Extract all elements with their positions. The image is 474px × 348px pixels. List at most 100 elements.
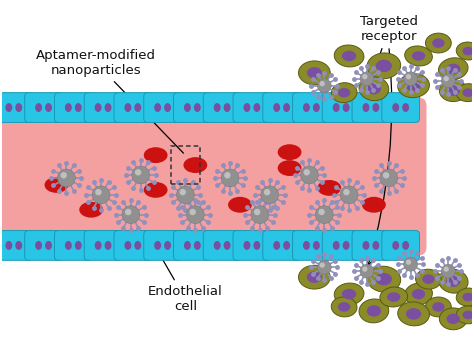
Ellipse shape: [124, 241, 131, 250]
Ellipse shape: [134, 241, 141, 250]
Circle shape: [176, 186, 194, 204]
Ellipse shape: [254, 103, 260, 112]
Circle shape: [264, 190, 270, 195]
Circle shape: [301, 166, 319, 184]
Circle shape: [136, 170, 141, 175]
FancyBboxPatch shape: [203, 93, 241, 122]
Ellipse shape: [273, 241, 280, 250]
FancyBboxPatch shape: [233, 93, 271, 122]
Circle shape: [318, 79, 331, 93]
Text: Targeted
receptor: Targeted receptor: [360, 15, 418, 82]
Ellipse shape: [299, 265, 330, 289]
Ellipse shape: [387, 292, 401, 302]
Ellipse shape: [463, 293, 474, 301]
Ellipse shape: [402, 103, 409, 112]
Circle shape: [340, 186, 358, 204]
Ellipse shape: [307, 67, 322, 79]
Ellipse shape: [447, 85, 460, 96]
Ellipse shape: [164, 241, 171, 250]
Circle shape: [407, 75, 410, 79]
FancyBboxPatch shape: [0, 98, 427, 255]
Ellipse shape: [406, 80, 421, 92]
FancyBboxPatch shape: [382, 230, 419, 260]
Ellipse shape: [426, 297, 451, 317]
Ellipse shape: [392, 241, 399, 250]
Ellipse shape: [380, 287, 408, 307]
Ellipse shape: [105, 241, 111, 250]
Ellipse shape: [363, 241, 369, 250]
FancyBboxPatch shape: [173, 230, 211, 260]
FancyBboxPatch shape: [352, 230, 390, 260]
Ellipse shape: [303, 103, 310, 112]
Ellipse shape: [398, 302, 429, 326]
FancyBboxPatch shape: [55, 230, 92, 260]
Ellipse shape: [194, 241, 201, 250]
FancyBboxPatch shape: [352, 93, 390, 122]
Circle shape: [383, 173, 389, 178]
Ellipse shape: [154, 103, 161, 112]
Ellipse shape: [422, 274, 435, 284]
Ellipse shape: [367, 305, 381, 317]
Ellipse shape: [456, 42, 474, 60]
Ellipse shape: [416, 269, 441, 289]
Ellipse shape: [426, 33, 451, 53]
Ellipse shape: [184, 241, 191, 250]
Circle shape: [126, 209, 131, 214]
Circle shape: [255, 209, 260, 214]
Ellipse shape: [456, 84, 474, 102]
Ellipse shape: [343, 241, 350, 250]
Ellipse shape: [438, 58, 468, 80]
Ellipse shape: [463, 47, 474, 55]
Circle shape: [186, 206, 204, 224]
Ellipse shape: [373, 103, 379, 112]
Circle shape: [190, 209, 195, 214]
FancyBboxPatch shape: [144, 230, 182, 260]
FancyBboxPatch shape: [114, 230, 152, 260]
Circle shape: [261, 186, 279, 204]
Ellipse shape: [5, 241, 12, 250]
Ellipse shape: [438, 269, 468, 293]
Ellipse shape: [194, 103, 201, 112]
FancyBboxPatch shape: [55, 93, 92, 122]
FancyBboxPatch shape: [203, 230, 241, 260]
Ellipse shape: [244, 103, 250, 112]
Ellipse shape: [446, 275, 460, 287]
Ellipse shape: [124, 103, 131, 112]
Text: Aptamer-modified
nanoparticles: Aptamer-modified nanoparticles: [36, 49, 183, 153]
Ellipse shape: [224, 241, 230, 250]
Ellipse shape: [65, 103, 72, 112]
Circle shape: [444, 267, 448, 271]
Ellipse shape: [405, 283, 432, 305]
Ellipse shape: [456, 288, 474, 306]
Circle shape: [180, 190, 185, 195]
Ellipse shape: [432, 302, 445, 312]
Circle shape: [57, 169, 75, 187]
Ellipse shape: [373, 241, 379, 250]
Ellipse shape: [134, 103, 141, 112]
Ellipse shape: [432, 38, 445, 48]
FancyBboxPatch shape: [263, 230, 301, 260]
Circle shape: [304, 170, 309, 175]
Ellipse shape: [183, 157, 207, 173]
Ellipse shape: [214, 241, 220, 250]
Ellipse shape: [331, 297, 357, 317]
Ellipse shape: [303, 241, 310, 250]
Ellipse shape: [406, 308, 421, 319]
Ellipse shape: [367, 266, 401, 292]
Circle shape: [315, 206, 333, 224]
Ellipse shape: [75, 103, 82, 112]
FancyBboxPatch shape: [84, 230, 122, 260]
Ellipse shape: [299, 61, 330, 85]
Ellipse shape: [273, 103, 280, 112]
Ellipse shape: [333, 241, 340, 250]
Ellipse shape: [363, 103, 369, 112]
Ellipse shape: [144, 147, 167, 163]
Bar: [171, 146, 201, 184]
FancyBboxPatch shape: [144, 93, 182, 122]
Ellipse shape: [144, 182, 167, 198]
Text: Endothelial
cell: Endothelial cell: [148, 250, 223, 313]
Ellipse shape: [278, 160, 301, 176]
Ellipse shape: [334, 45, 364, 67]
Circle shape: [318, 260, 331, 274]
Circle shape: [441, 264, 455, 278]
